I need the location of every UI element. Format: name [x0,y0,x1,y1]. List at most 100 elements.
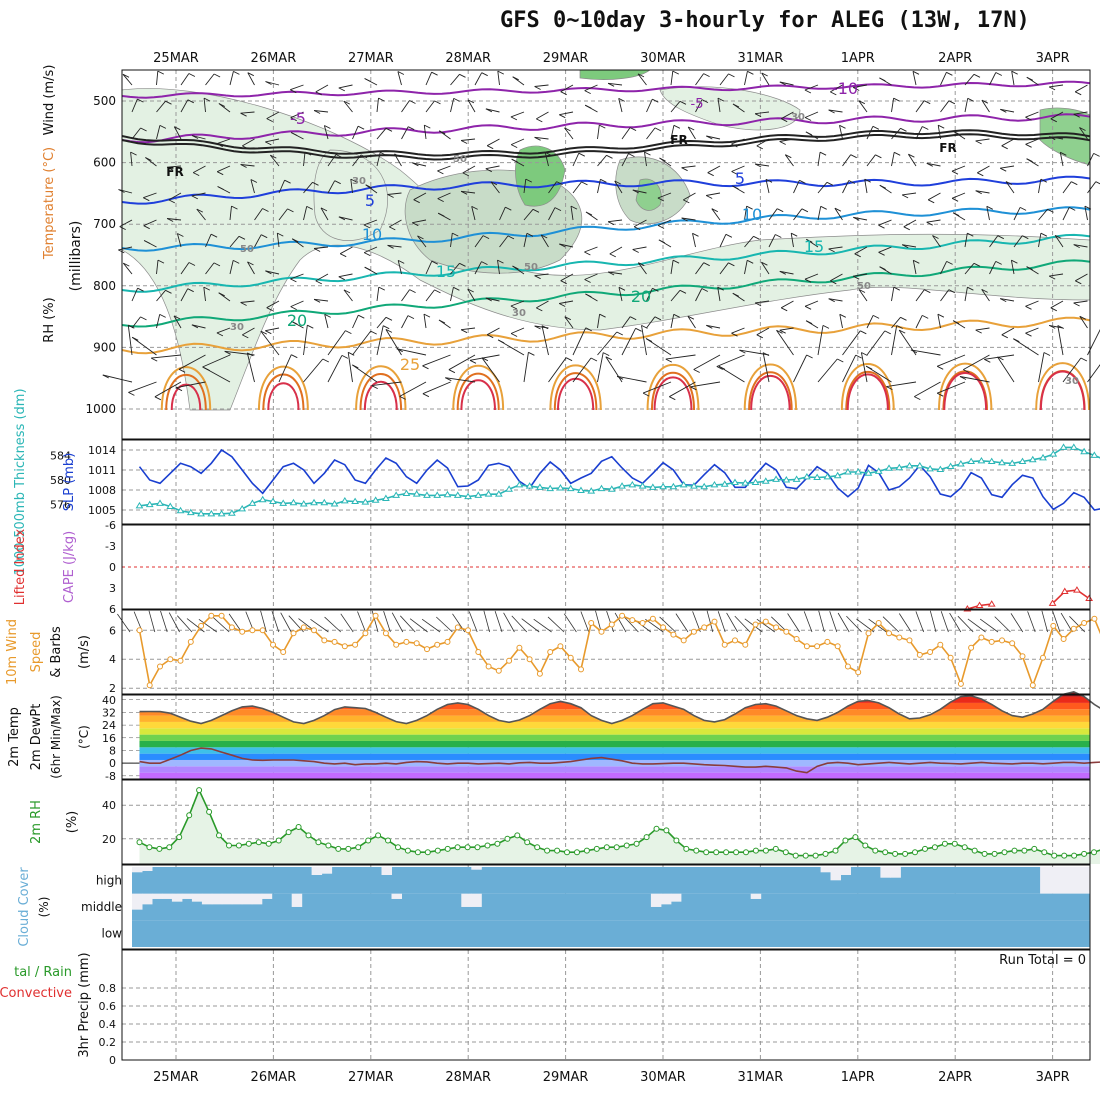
cloud-cell [382,867,393,875]
axis-label: (millibars) [68,221,84,292]
date-top-label: 29MAR [543,51,589,66]
date-bottom-label: 27MAR [348,1070,394,1085]
pressure-tick: 900 [93,340,116,354]
rh-line-point [137,840,142,845]
cloud-row-label: low [102,927,123,941]
cloud-cell [152,894,163,899]
rh-line-point [356,845,361,850]
wind-speed-line-point [804,644,809,649]
wind-speed-line-point [630,618,635,623]
cloud-cell [751,894,762,899]
axis-label: Speed [29,632,44,673]
rh-line-point [435,848,440,853]
rh-line-point [1062,853,1067,858]
rh-line-point [177,835,182,840]
wind-speed-line-point [496,668,501,673]
li-tick: -6 [105,519,116,532]
rh-line-point [903,851,908,856]
date-top-label: 3APR [1036,51,1070,66]
wind-speed-line-point [363,631,368,636]
wind-speed-line-point [373,613,378,618]
axis-label: 2m Temp [7,707,22,767]
rh-line-point [714,850,719,855]
wind-speed-line-point [640,621,645,626]
wind-speed-line-point [650,616,655,621]
date-top-label: 27MAR [348,51,394,66]
contour-label: -5 [691,97,704,112]
cloud-cell [292,894,303,907]
date-top-label: 2APR [938,51,972,66]
wind-speed-line-point [435,642,440,647]
rh-line-point [535,845,540,850]
wind-speed-line-point [1061,637,1066,642]
rh-line-point [674,838,679,843]
precip-tick: 0.2 [99,1036,117,1049]
contour-label: 30 [1065,376,1079,387]
slp-tick: 1014 [88,444,116,457]
precip-tick: 0.6 [99,1000,117,1013]
temp-tick: 8 [109,744,116,757]
contour-label: -5 [290,109,306,128]
wind-speed-line-point [958,681,963,686]
rh-line-point [157,846,162,851]
cloud-cell [312,867,323,875]
contour-label: 15 [804,237,824,256]
wind-speed-line-point [691,629,696,634]
rh-line-point [923,846,928,851]
axis-label: SLP (mb) [62,453,77,512]
temp-band [122,766,1090,772]
cloud-cell [651,894,662,907]
rh-line-point [515,833,520,838]
cloud-cell [262,894,273,899]
rh-line-point [336,846,341,851]
date-bottom-label: 31MAR [738,1070,784,1085]
rh-line-point [386,838,391,843]
rh-line-point [306,833,311,838]
pressure-tick: 800 [93,279,116,293]
cloud-cell [232,894,243,905]
rh-line-point [962,845,967,850]
wind-speed-line-point [342,644,347,649]
contour-label: -10 [832,79,858,98]
wind-speed-line-point [825,639,830,644]
rh-line-point [296,825,301,830]
rh-line-point [883,850,888,855]
rh-line-point [425,850,430,855]
wind-speed-line-point [887,631,892,636]
rh-line-point [236,843,241,848]
cloud-row-low [132,920,1090,947]
cloud-row-label: middle [81,900,122,914]
rh-line-point [256,840,261,845]
cloud-cell [841,867,852,875]
date-top-label: 31MAR [738,51,784,66]
wind-speed-line-point [763,619,768,624]
wind-speed-line-point [404,639,409,644]
wind-speed-line-point [322,638,327,643]
wind-speed-line-point [1082,621,1087,626]
axis-label: (6hr Min/Max) [49,695,63,779]
contour-label: 20 [631,287,651,306]
wind-speed-line-point [466,628,471,633]
rh-line-point [217,833,222,838]
date-bottom-label: 28MAR [445,1070,491,1085]
wind-speed-line-point [794,637,799,642]
axis-label: 2m RH [29,800,44,844]
rh-line-point [773,846,778,851]
rh-line-point [684,846,689,851]
cloud-cell [671,894,682,902]
rh-line-point [1052,853,1057,858]
temp-tick: -8 [105,770,116,783]
contour-label: 10 [742,205,762,224]
rh-line-point [405,848,410,853]
rh-line-point [485,843,490,848]
cloud-cell [831,867,842,880]
wind-speed-line-point [568,655,573,660]
rh-line-point [932,845,937,850]
rh-line-point [1012,848,1017,853]
rh-line-point [1032,846,1037,851]
contour-label: FR [670,133,687,147]
wind-speed-line-point [507,658,512,663]
wind-tick: 4 [109,653,116,666]
cloud-cell [471,867,482,870]
